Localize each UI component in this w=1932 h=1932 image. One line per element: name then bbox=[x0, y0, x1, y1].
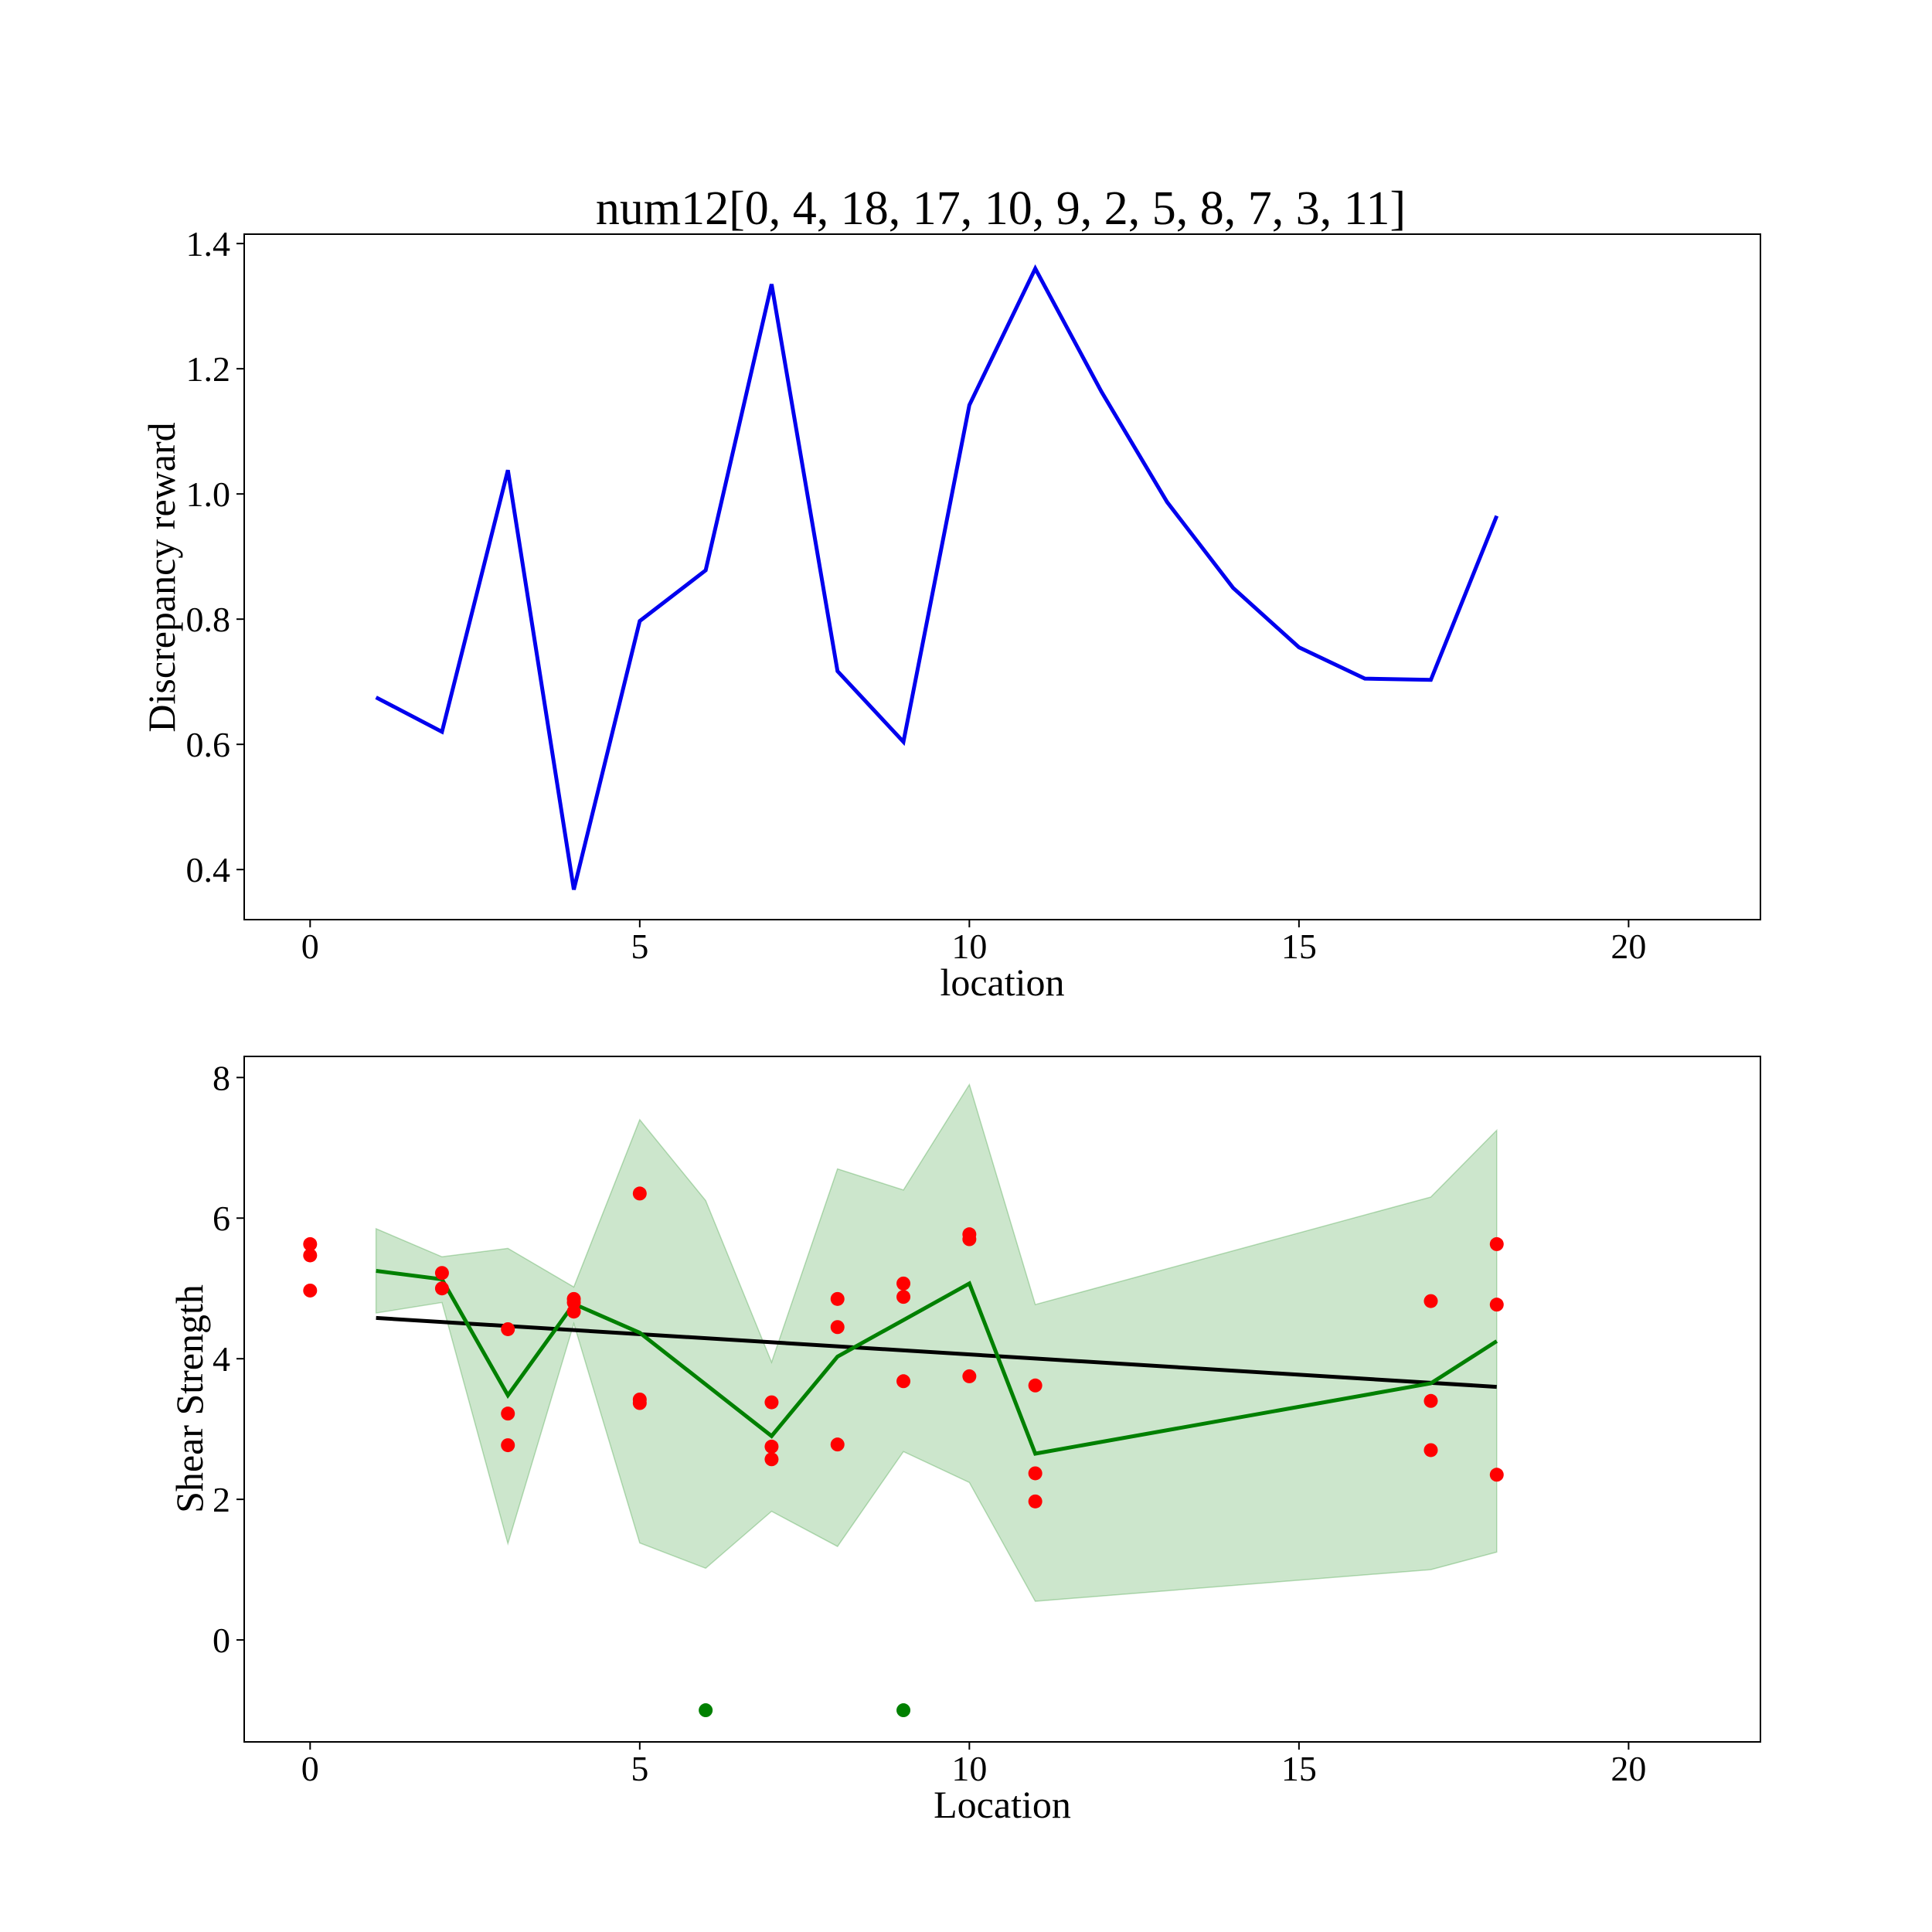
x-ticks: 0 5 10 15 20 bbox=[301, 920, 1646, 966]
y-tick-label: 1.0 bbox=[186, 474, 231, 514]
data-point bbox=[1489, 1468, 1504, 1482]
y-tick-label: 1.2 bbox=[186, 349, 231, 389]
data-point bbox=[1423, 1393, 1438, 1408]
data-point bbox=[896, 1374, 911, 1389]
x-tick-label: 10 bbox=[951, 1749, 987, 1788]
x-axis-label: Location bbox=[934, 1783, 1071, 1826]
data-point bbox=[764, 1395, 779, 1410]
x-tick-label: 5 bbox=[631, 1749, 648, 1788]
data-point bbox=[1028, 1378, 1043, 1393]
y-tick-label: 4 bbox=[213, 1339, 230, 1379]
data-point bbox=[1028, 1466, 1043, 1481]
confidence-band bbox=[375, 1083, 1498, 1602]
data-point bbox=[566, 1304, 581, 1319]
data-point bbox=[1423, 1294, 1438, 1308]
data-point bbox=[830, 1320, 845, 1335]
x-tick-label: 10 bbox=[951, 927, 987, 966]
data-point bbox=[434, 1281, 449, 1296]
y-tick-label: 0.8 bbox=[186, 600, 231, 639]
data-point bbox=[1028, 1494, 1043, 1509]
y-tick-label: 0.6 bbox=[186, 725, 231, 764]
y-tick-label: 0.4 bbox=[186, 850, 231, 889]
data-point bbox=[830, 1291, 845, 1306]
x-tick-label: 0 bbox=[301, 927, 319, 966]
y-tick-label: 2 bbox=[213, 1480, 230, 1519]
y-tick-label: 6 bbox=[213, 1199, 230, 1238]
data-point bbox=[830, 1437, 845, 1452]
data-point bbox=[303, 1283, 318, 1298]
discrepancy-chart: num12[0, 4, 18, 17, 10, 9, 2, 5, 8, 7, 3… bbox=[140, 182, 1761, 1004]
y-tick-label: 8 bbox=[213, 1058, 230, 1097]
data-point bbox=[764, 1452, 779, 1467]
plot-area bbox=[303, 1083, 1504, 1718]
data-point bbox=[501, 1406, 515, 1421]
data-point bbox=[764, 1439, 779, 1454]
x-tick-label: 20 bbox=[1611, 1749, 1646, 1788]
plot-frame bbox=[243, 1056, 1761, 1743]
series-line bbox=[375, 264, 1499, 890]
data-point bbox=[632, 1396, 647, 1410]
data-point bbox=[303, 1236, 318, 1251]
data-point bbox=[962, 1369, 977, 1383]
trend-line bbox=[376, 1315, 1497, 1389]
mean-line bbox=[376, 1268, 1498, 1456]
shear-strength-chart: 0 5 10 15 20 0 2 4 6 8 Location Shear Strength bbox=[168, 1056, 1761, 1826]
y-axis-label: Discrepancy reward bbox=[140, 422, 183, 732]
special-point bbox=[699, 1703, 713, 1718]
data-point bbox=[1489, 1236, 1504, 1251]
x-tick-label: 5 bbox=[631, 927, 648, 966]
plot-frame bbox=[243, 233, 1761, 920]
y-ticks: 0 2 4 6 8 bbox=[213, 1058, 244, 1660]
y-tick-label: 1.4 bbox=[186, 224, 231, 264]
data-point bbox=[1423, 1443, 1438, 1458]
x-tick-label: 0 bbox=[301, 1749, 319, 1788]
data-point bbox=[501, 1438, 515, 1453]
data-point bbox=[1489, 1298, 1504, 1312]
data-point bbox=[434, 1266, 449, 1281]
data-point bbox=[896, 1276, 911, 1291]
x-axis-label: location bbox=[940, 961, 1064, 1004]
special-point bbox=[896, 1703, 911, 1718]
data-point bbox=[303, 1248, 318, 1263]
chart-title: num12[0, 4, 18, 17, 10, 9, 2, 5, 8, 7, 3… bbox=[596, 182, 1406, 235]
x-ticks: 0 5 10 15 20 bbox=[301, 1742, 1646, 1788]
data-point bbox=[632, 1186, 647, 1201]
y-axis-label: Shear Strength bbox=[168, 1284, 211, 1513]
x-tick-label: 15 bbox=[1281, 927, 1317, 966]
y-tick-label: 0 bbox=[213, 1621, 230, 1660]
data-point bbox=[962, 1232, 977, 1247]
y-ticks: 0.4 0.6 0.8 1.0 1.2 1.4 bbox=[186, 224, 244, 889]
data-point bbox=[896, 1290, 911, 1304]
plot-area bbox=[375, 264, 1499, 890]
data-point bbox=[501, 1321, 515, 1336]
x-tick-label: 15 bbox=[1281, 1749, 1317, 1788]
x-tick-label: 20 bbox=[1611, 927, 1646, 966]
